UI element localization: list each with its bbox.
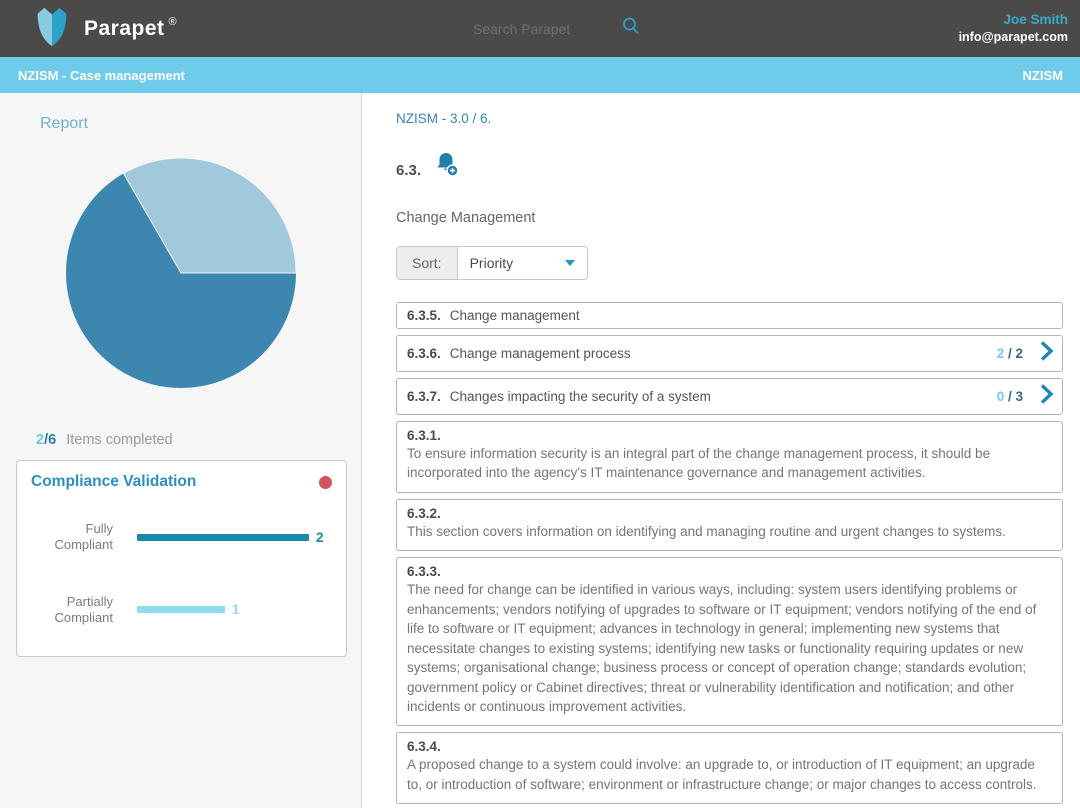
compliance-validation-panel: Compliance Validation Fully Compliant 2 … — [16, 460, 347, 657]
top-header: Parapet ® Joe Smith info@parapet.com — [0, 0, 1080, 57]
brand[interactable]: Parapet ® — [34, 5, 334, 52]
completion-pie-chart — [63, 155, 299, 396]
user-email: info@parapet.com — [958, 30, 1068, 45]
sort-selected-value: Priority — [469, 255, 514, 271]
description-6-3-3: 6.3.3. The need for change can be identi… — [396, 557, 1063, 727]
sort-dropdown[interactable]: Priority — [457, 246, 588, 280]
compliance-validation-title: Compliance Validation — [31, 473, 197, 490]
list-item-6-3-7[interactable]: 6.3.7. Changes impacting the security of… — [396, 378, 1063, 415]
progress-counter: 0 / 3 — [996, 389, 1023, 404]
sort-control: Sort: Priority — [396, 246, 1063, 280]
main-content: NZISM - 3.0 / 6. 6.3. Change Management … — [362, 93, 1080, 808]
user-menu[interactable]: Joe Smith info@parapet.com — [780, 11, 1080, 46]
breadcrumb[interactable]: NZISM - 3.0 / 6. — [396, 111, 492, 126]
registered-mark: ® — [168, 15, 177, 28]
panel-close-icon[interactable] — [319, 475, 332, 489]
chevron-right-icon[interactable] — [1039, 383, 1054, 410]
description-6-3-2: 6.3.2. This section covers information o… — [396, 498, 1063, 552]
user-name: Joe Smith — [1003, 11, 1068, 27]
fully-compliant-row: Fully Compliant 2 — [31, 521, 332, 554]
chevron-right-icon[interactable] — [1039, 340, 1054, 367]
report-sidebar: Report 2/6 Items completed Compliance Va… — [0, 93, 362, 808]
fully-compliant-value: 2 — [316, 529, 324, 545]
partially-compliant-label: Partially Compliant — [54, 593, 113, 625]
report-title: Report — [40, 115, 89, 132]
section-title: Change Management — [396, 210, 536, 226]
fully-compliant-bar — [137, 533, 309, 541]
breadcrumb-bar-standard[interactable]: NZISM — [1022, 67, 1063, 83]
breadcrumb-bar-title: NZISM - Case management — [18, 67, 185, 83]
list-item-6-3-6[interactable]: 6.3.6. Change management process 2 / 2 — [396, 335, 1063, 372]
section-item-list: 6.3.5. Change management 6.3.6. Change m… — [396, 302, 1063, 805]
search-input[interactable] — [473, 20, 593, 37]
partially-compliant-value: 1 — [232, 602, 240, 618]
progress-counter: 2 / 2 — [996, 346, 1023, 361]
fully-compliant-label: Fully Compliant — [54, 521, 113, 553]
partially-compliant-bar — [137, 606, 225, 614]
parapet-shield-logo-icon — [34, 5, 70, 52]
search-area — [334, 16, 780, 41]
completed-count: 2 — [36, 432, 45, 448]
chevron-down-icon — [564, 260, 575, 266]
add-alert-bell-icon[interactable] — [433, 151, 460, 183]
breadcrumb-bar: NZISM - Case management NZISM — [0, 57, 1080, 93]
description-6-3-4: 6.3.4. A proposed change to a system cou… — [396, 732, 1063, 805]
section-number: 6.3. — [396, 161, 422, 179]
description-6-3-1: 6.3.1. To ensure information security is… — [396, 421, 1063, 493]
brand-name: Parapet — [84, 16, 165, 40]
sort-label: Sort: — [396, 246, 458, 280]
search-icon[interactable] — [621, 16, 641, 41]
list-item-6-3-5[interactable]: 6.3.5. Change management — [396, 302, 1063, 329]
partially-compliant-row: Partially Compliant 1 — [31, 594, 332, 627]
items-completed-label: Items completed — [66, 432, 173, 448]
total-count: 6 — [48, 432, 57, 448]
items-completed-summary: 2/6 Items completed — [36, 432, 173, 448]
